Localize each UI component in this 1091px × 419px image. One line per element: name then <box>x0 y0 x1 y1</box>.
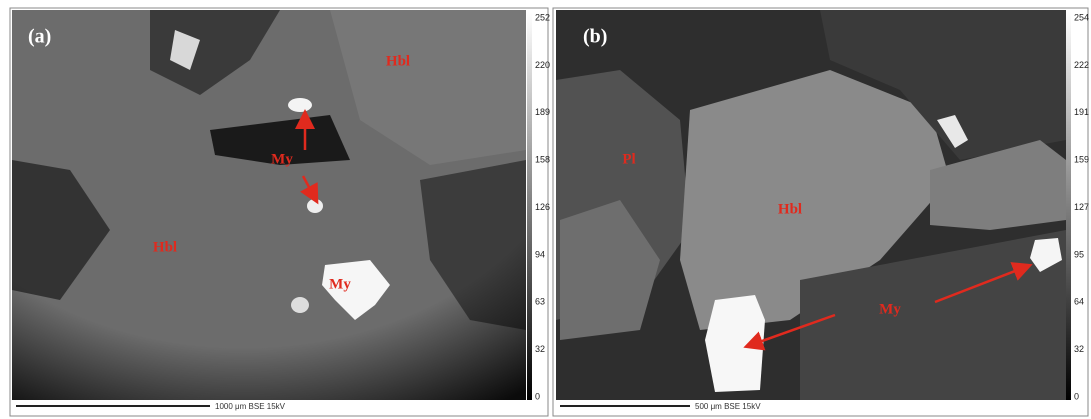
scale-tick-label: 159 <box>1074 155 1089 165</box>
mineral-label: Hbl <box>386 53 410 69</box>
scale-tick-label: 0 <box>1074 391 1079 401</box>
mineral-label: Hbl <box>778 201 802 217</box>
scale-tick-label: 64 <box>1074 297 1084 307</box>
scale-tick-label: 158 <box>535 155 550 165</box>
mineral-label: My <box>271 151 293 167</box>
mineral-label: My <box>329 276 351 292</box>
scale-tick-label: 220 <box>535 60 550 70</box>
panel-label: (a) <box>28 26 51 48</box>
scale-tick-label: 0 <box>535 391 540 401</box>
magnetite-grain <box>288 98 312 112</box>
magnetite-grain <box>291 297 309 313</box>
panel-a <box>10 8 548 416</box>
scale-tick-label: 254 <box>1074 12 1089 22</box>
mineral-label: Hbl <box>153 239 177 255</box>
vignette <box>12 10 526 400</box>
scale-tick-label: 127 <box>1074 202 1089 212</box>
panel-label: (b) <box>583 26 607 48</box>
scale-tick-label: 222 <box>1074 60 1089 70</box>
panel-b <box>553 8 1088 416</box>
gray-scale-bar <box>527 12 532 400</box>
scale-tick-label: 94 <box>535 249 545 259</box>
gray-scale-bar <box>1066 12 1071 400</box>
scale-tick-label: 95 <box>1074 249 1084 259</box>
figure: (a) 252 220 189 158 126 94 63 32 0 1000 μm BSE 15k… <box>0 0 1091 419</box>
magnetite-grain <box>307 199 323 213</box>
mineral-label: Pl <box>622 151 635 167</box>
scale-tick-label: 252 <box>535 12 550 22</box>
footer-text: 1000 μm BSE 15kV <box>215 402 286 411</box>
scale-tick-label: 32 <box>1074 344 1084 354</box>
mineral-label: My <box>879 301 901 317</box>
scale-tick-label: 63 <box>535 297 545 307</box>
scale-tick-label: 189 <box>535 107 550 117</box>
footer-text: 500 μm BSE 15kV <box>695 402 761 411</box>
scale-tick-label: 191 <box>1074 107 1089 117</box>
scale-tick-label: 126 <box>535 202 550 212</box>
scale-tick-label: 32 <box>535 344 545 354</box>
